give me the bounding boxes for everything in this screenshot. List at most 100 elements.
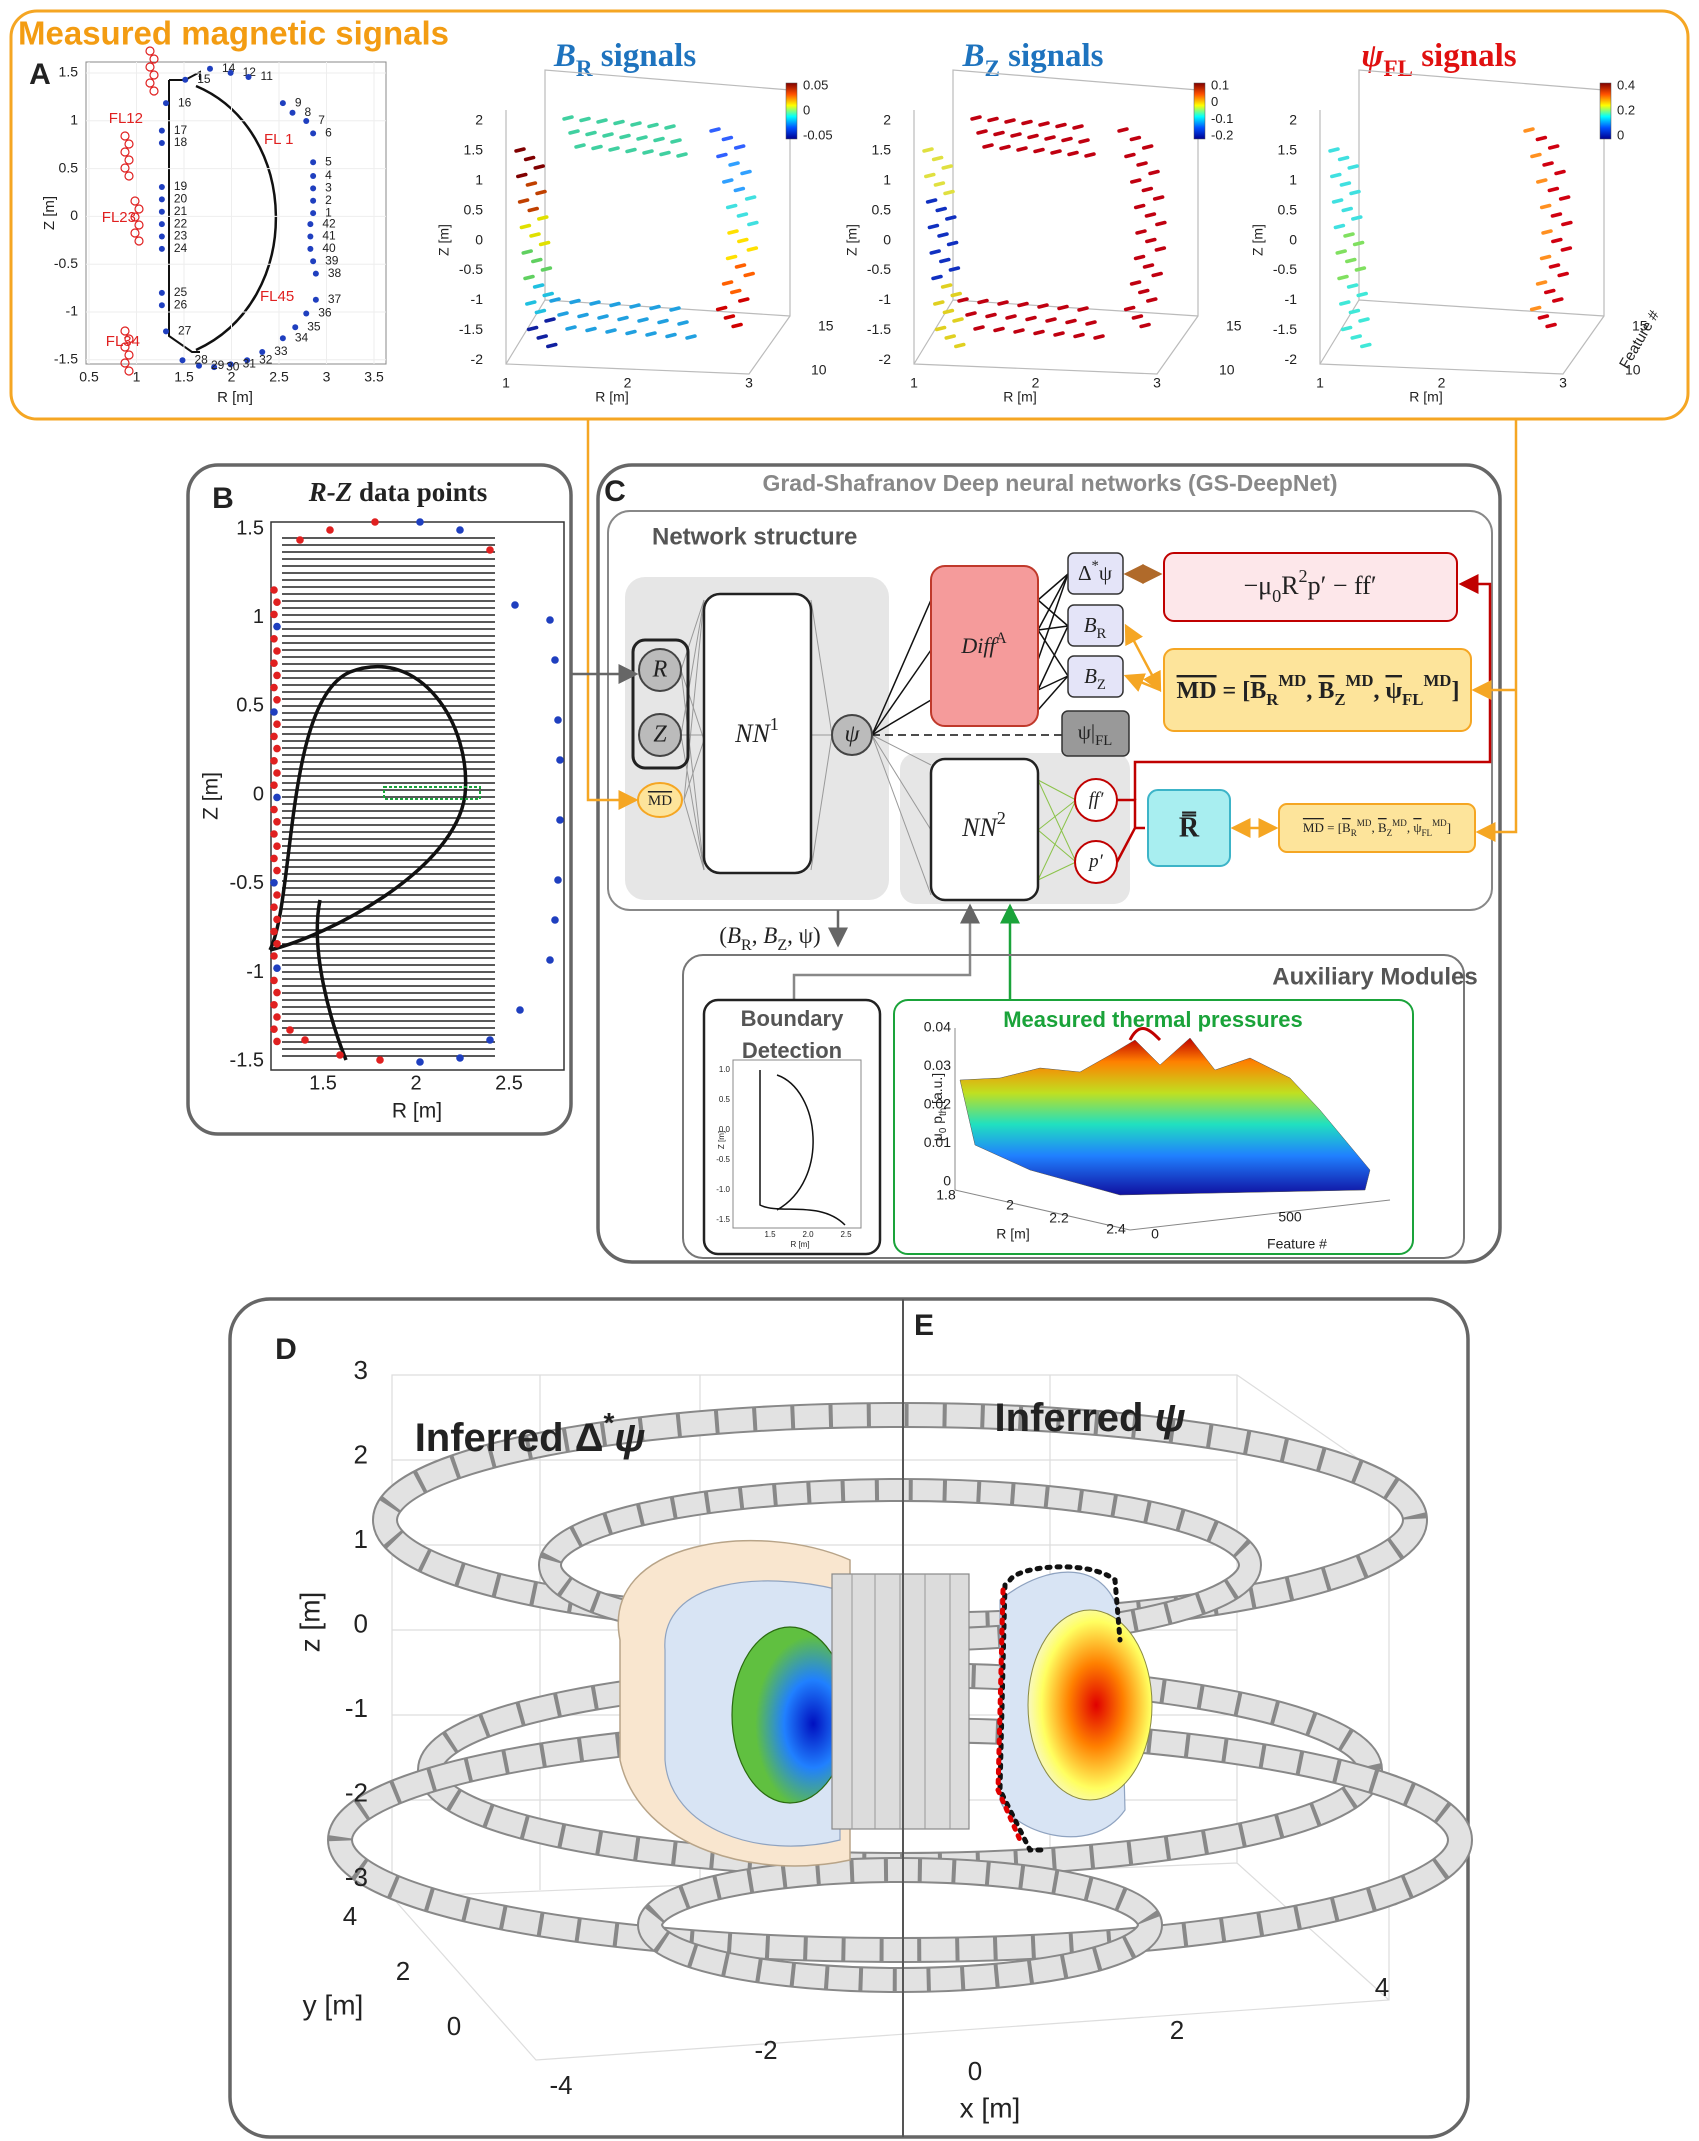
probe-dot: [273, 964, 281, 972]
signal-dash: [715, 305, 728, 312]
tick-label: 15: [818, 318, 834, 334]
tick-label: -1.0: [716, 1185, 730, 1194]
axes-3d: [913, 69, 1199, 375]
probe-dot: [307, 221, 314, 228]
signal-dash: [1539, 254, 1552, 261]
probe-dot: [310, 258, 317, 265]
probe-dot: [551, 656, 559, 664]
signal-dash: [1550, 212, 1563, 218]
text-run: B: [1318, 678, 1334, 704]
signal-dash: [976, 129, 988, 135]
tick-label: -1.5: [230, 1049, 264, 1071]
tick-label: 0: [253, 783, 264, 805]
signal-dash: [609, 301, 621, 308]
panel-c-frame: [596, 463, 1502, 1264]
probe-dot: [207, 65, 213, 72]
text-run: MD: [1392, 818, 1407, 828]
signal-dash: [542, 291, 554, 298]
text-run: FL: [1421, 828, 1432, 838]
signal-dash: [569, 298, 581, 305]
signal-dash: [1155, 220, 1167, 227]
signal-dash: [939, 257, 951, 264]
tick-label: -1: [345, 1693, 368, 1723]
text-run: MD: [1432, 818, 1447, 828]
probe-dot: [310, 210, 317, 217]
signal-dash: [1133, 203, 1146, 210]
flux-loop: [145, 46, 155, 56]
tick-label: 0: [447, 2011, 461, 2041]
signal-dash: [1529, 305, 1542, 312]
text-run: FL: [1095, 733, 1112, 749]
text-run: Inferred Δ: [415, 1416, 604, 1460]
signal-dash: [565, 325, 577, 331]
signal-dash: [931, 274, 943, 281]
probe-dot: [158, 140, 165, 146]
signal-dash: [985, 312, 997, 319]
probe-dot: [270, 1025, 278, 1033]
signal-dash: [630, 121, 642, 127]
signal-dash: [743, 271, 755, 278]
probe-dot: [273, 769, 281, 777]
signal-dash: [670, 138, 682, 144]
flux-loop: [120, 358, 130, 368]
probe-dot: [376, 1056, 384, 1064]
probe-dot: [416, 518, 424, 526]
text-run: Z: [1387, 828, 1393, 838]
tick-label: 2: [475, 112, 483, 128]
tick-label: 0: [1211, 94, 1218, 109]
tick-label: 0: [1289, 231, 1297, 247]
signal-dash: [577, 312, 589, 319]
tick-label: 1: [910, 375, 918, 391]
md-box-small: [1278, 803, 1476, 853]
tick-label: 0: [968, 2056, 982, 2086]
signal-dash: [532, 283, 545, 289]
tick-label: 3: [1559, 375, 1567, 391]
probe-dot: [307, 233, 314, 240]
tick-label: 1.5: [872, 142, 892, 158]
signal-dash: [557, 311, 569, 317]
label: R [m]: [996, 1226, 1029, 1242]
probe-dot: [312, 296, 319, 303]
label: R [m]: [392, 1100, 442, 1123]
signal-dash: [657, 318, 669, 325]
signal-dash: [927, 223, 940, 230]
signal-dash: [514, 147, 526, 153]
tick-label: 2: [1170, 2015, 1184, 2045]
probe-dot: [556, 756, 564, 764]
tick-label: 2: [1289, 112, 1297, 128]
probe-dot: [211, 364, 218, 371]
signal-dash: [1148, 169, 1160, 176]
colorbar: [1193, 82, 1206, 140]
signal-dash: [933, 181, 946, 187]
tick-label: 0.04: [924, 1019, 951, 1035]
probe-dot: [270, 805, 278, 814]
signal-dash: [716, 152, 728, 159]
tick-label: -1: [471, 291, 484, 307]
signal-dash: [1136, 161, 1148, 167]
signal-dash: [725, 254, 738, 261]
text-run: μ: [929, 1133, 945, 1141]
signal-dash: [1535, 135, 1548, 142]
probe-dot: [270, 708, 278, 716]
tick-label: 10: [1219, 362, 1235, 378]
flux-loop: [134, 204, 144, 214]
tick-label: -1: [246, 961, 264, 983]
signal-dash: [957, 297, 969, 303]
probe-dot: [273, 720, 281, 728]
text-run: = [: [1217, 678, 1251, 704]
signal-dash: [731, 322, 743, 329]
probe-dot: [326, 526, 334, 534]
signal-dash: [1044, 135, 1056, 141]
probe-dot: [273, 671, 281, 680]
tick-label: 1: [354, 1524, 368, 1554]
tick-label: 2: [228, 369, 236, 385]
tick-label: -0.5: [54, 255, 78, 271]
probe-dot: [486, 1036, 494, 1044]
probe-dot: [273, 940, 281, 948]
panel-b-axes: [270, 521, 565, 1071]
signal-dash: [1154, 246, 1167, 252]
signal-dash: [1561, 220, 1573, 227]
text-run: MD: [1357, 818, 1372, 828]
signal-dash: [1117, 127, 1129, 133]
signal-dash: [613, 119, 625, 126]
